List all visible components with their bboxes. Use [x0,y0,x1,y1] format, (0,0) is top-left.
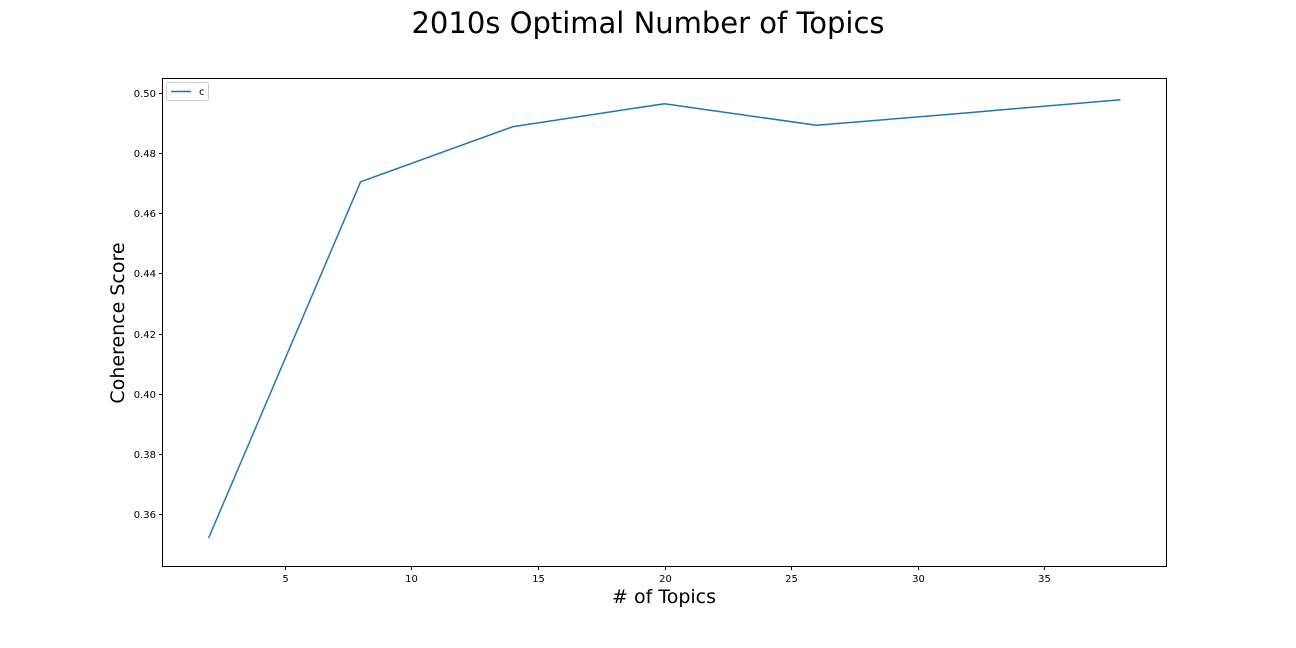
x-tick-label: 25 [785,574,798,585]
x-tick-label: 10 [405,574,418,585]
series-layer [207,98,1121,539]
x-tick-label: 20 [659,574,672,585]
y-tick-label: 0.50 [134,89,156,100]
y-axis-label: Coherence Score [107,242,129,403]
x-tick-label: 15 [532,574,545,585]
y-tick-label: 0.40 [134,390,156,401]
y-tick-label: 0.42 [134,330,156,341]
y-axis-ticks: 0.36 0.38 0.40 0.42 0.44 0.46 0.48 0.50 [134,89,163,521]
chart-title: 2010s Optimal Number of Topics [411,6,885,40]
y-tick-label: 0.46 [134,209,156,220]
series-line [207,98,1121,539]
x-tick-label: 5 [282,574,288,585]
legend: c [166,82,209,101]
plot-area-frame [162,78,1167,567]
x-axis-ticks: 5 10 15 20 25 30 35 [282,566,1051,585]
x-tick-label: 30 [912,574,925,585]
legend-label: c [199,87,205,98]
y-tick-label: 0.48 [134,149,156,160]
y-tick-label: 0.44 [134,269,156,280]
y-tick-label: 0.36 [134,510,156,521]
x-axis-label: # of Topics [612,586,716,608]
y-tick-label: 0.38 [134,450,156,461]
x-tick-label: 35 [1038,574,1051,585]
